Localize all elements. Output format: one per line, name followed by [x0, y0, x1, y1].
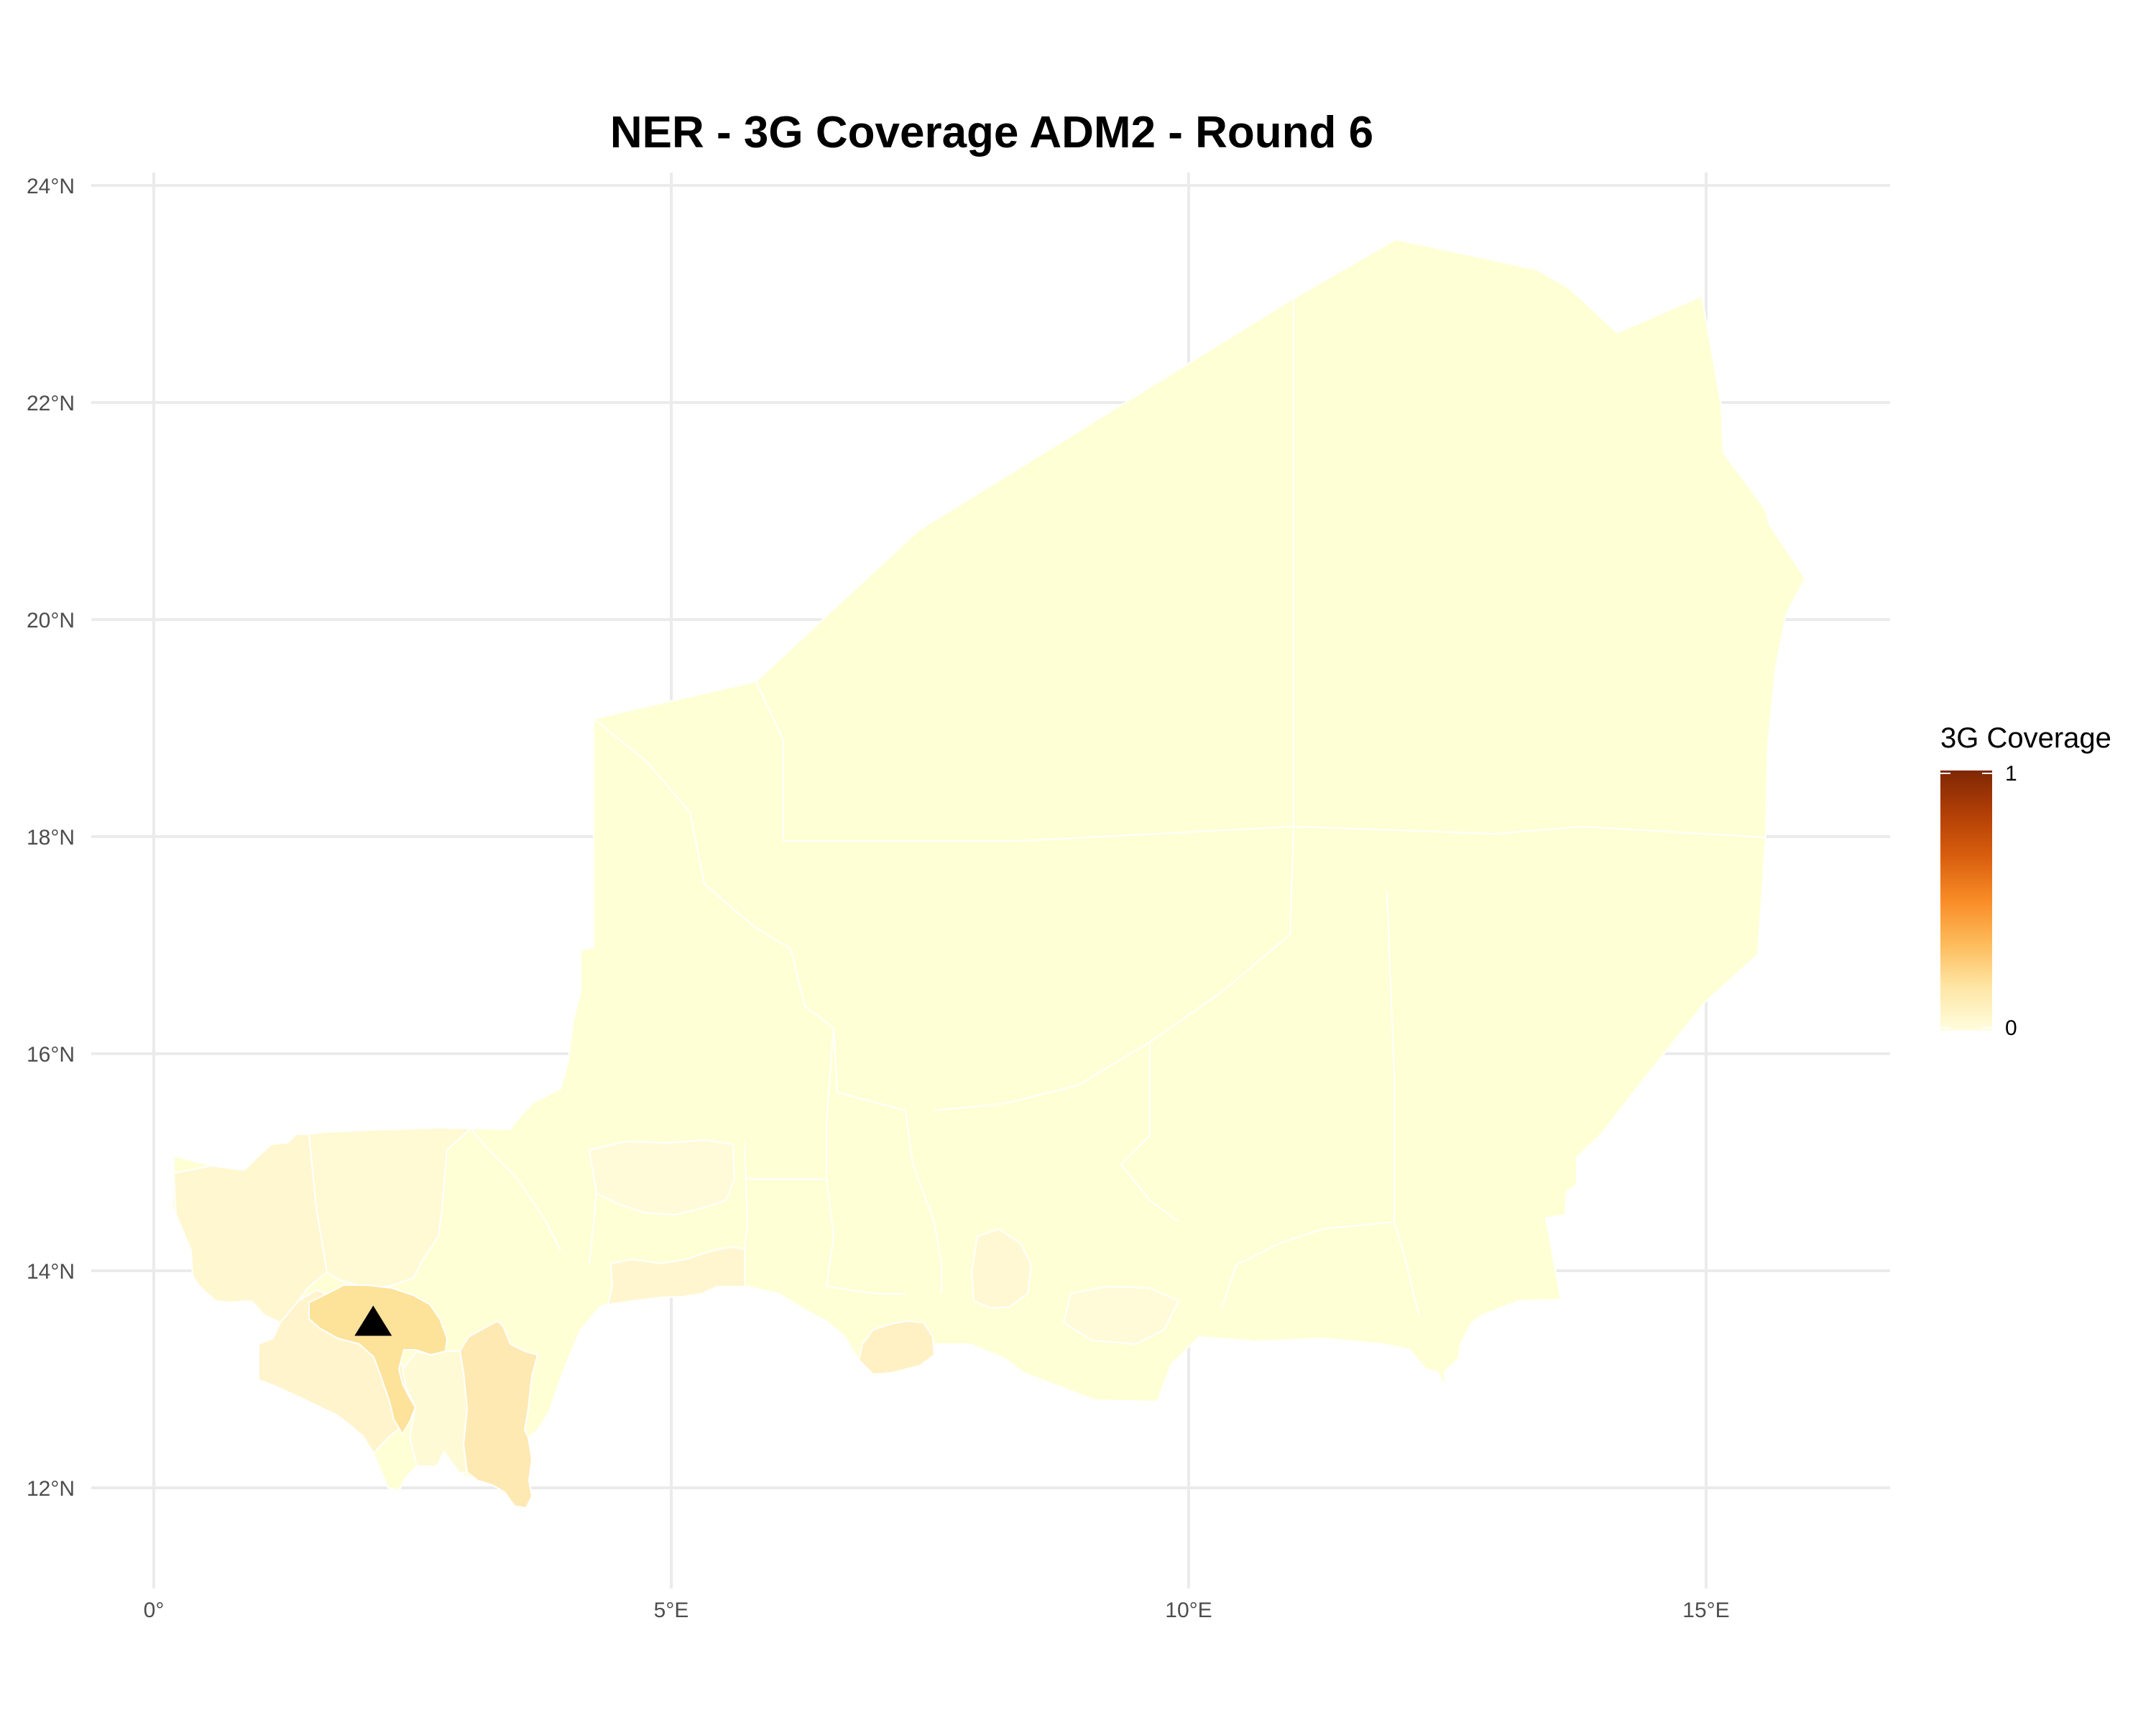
region-niamey [308, 1284, 448, 1435]
boundary-line [1386, 891, 1420, 1316]
legend: 3G Coverage 1 0 [1940, 722, 2111, 1040]
y-tick-label: 16°N [27, 1043, 75, 1067]
y-tick-label: 12°N [27, 1477, 75, 1501]
region-maradi-south [858, 1320, 935, 1375]
x-tick-label: 0° [144, 1598, 165, 1622]
boundary-line [744, 1142, 749, 1250]
x-tick-label: 15°E [1682, 1598, 1729, 1622]
y-tick-label: 22°N [27, 392, 75, 415]
region-maradi-east [971, 1228, 1032, 1309]
y-tick-label: 20°N [27, 609, 75, 632]
boundary-line [593, 718, 906, 1111]
y-tick-label: 14°N [27, 1260, 75, 1284]
boundary-line [1120, 1042, 1179, 1223]
region-tillaberi-north [308, 1127, 471, 1287]
boundary-line [755, 298, 1294, 842]
adm2-regions [172, 239, 1806, 1509]
adm2-boundaries [470, 298, 1766, 1316]
boundary-line [470, 1128, 561, 1251]
boundary-line [1293, 825, 1766, 838]
legend-title: 3G Coverage [1940, 722, 2111, 754]
y-axis-tick-labels: 12°N 14°N 16°N 18°N 20°N 22°N 24°N [27, 175, 75, 1501]
y-tick-label: 24°N [27, 175, 75, 198]
boundary-line [1221, 1221, 1395, 1309]
x-axis-tick-labels: 0° 5°E 10°E 15°E [144, 1598, 1730, 1622]
chart-title: NER - 3G Coverage ADM2 - Round 6 [610, 108, 1373, 157]
region-dosso-central [402, 1351, 468, 1474]
legend-min-label: 0 [2005, 1016, 2017, 1040]
legend-max-label: 1 [2005, 762, 2017, 786]
location-marker-triangle [354, 1305, 392, 1336]
region-tahoua-south [607, 1246, 745, 1305]
boundary-line [589, 1192, 597, 1266]
y-tick-label: 18°N [27, 826, 75, 850]
legend-colorbar [1940, 770, 1992, 1031]
region-tahoua-central [589, 1139, 735, 1215]
region-zinder-south [1063, 1286, 1179, 1345]
region-tillaberi-west [173, 1133, 328, 1323]
x-tick-label: 10°E [1165, 1598, 1212, 1622]
x-tick-label: 5°E [654, 1598, 689, 1622]
boundary-line [905, 1110, 942, 1294]
boundary-line [826, 1286, 906, 1294]
